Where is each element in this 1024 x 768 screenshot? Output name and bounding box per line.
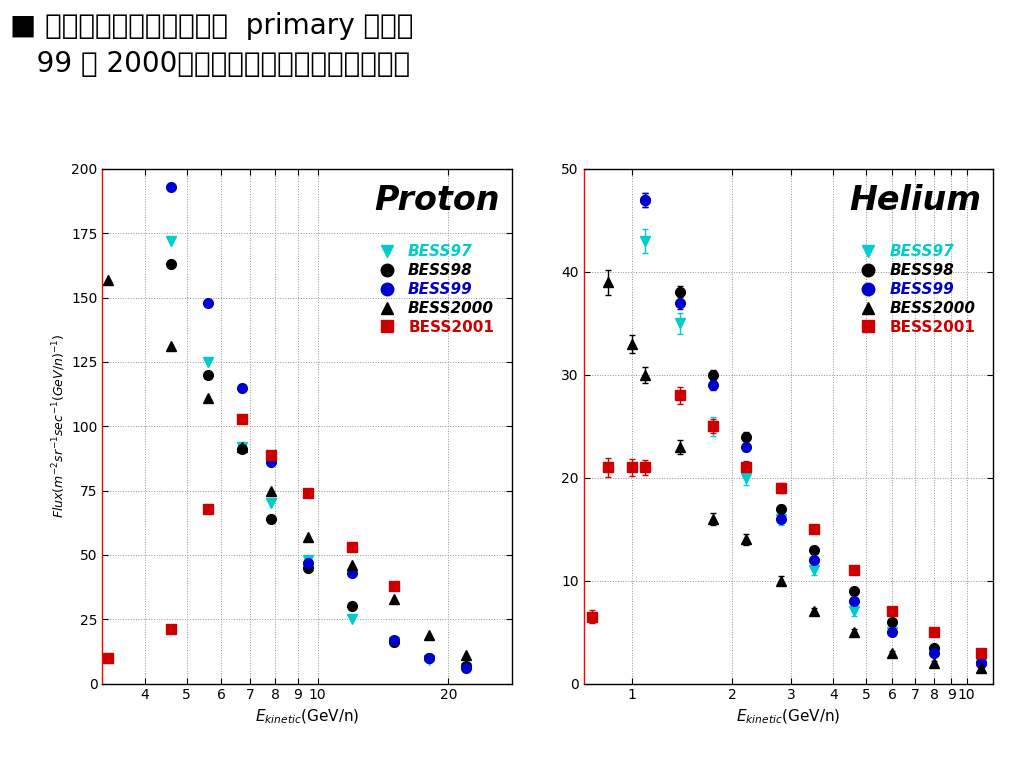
Legend: BESS97, BESS98, BESS99, BESS2000, BESS2001: BESS97, BESS98, BESS99, BESS2000, BESS20… (847, 238, 982, 341)
Legend: BESS97, BESS98, BESS99, BESS2000, BESS2001: BESS97, BESS98, BESS99, BESS2000, BESS20… (366, 238, 501, 341)
Text: Proton: Proton (374, 184, 500, 217)
Y-axis label: $Flux(m^{-2}sr^{-1}sec^{-1}(GeV/n)^{-1})$: $Flux(m^{-2}sr^{-1}sec^{-1}(GeV/n)^{-1})… (51, 334, 69, 518)
X-axis label: $E_{kinetic}$(GeV/n): $E_{kinetic}$(GeV/n) (255, 708, 359, 727)
Text: Helium: Helium (849, 184, 981, 217)
Text: 99 と 2000年の中間で、測定データは妚当: 99 と 2000年の中間で、測定データは妚当 (10, 50, 411, 78)
X-axis label: $E_{kinetic}$(GeV/n): $E_{kinetic}$(GeV/n) (736, 708, 841, 727)
Text: ■ 太陽活動から予想される  primary 流束は: ■ 太陽活動から予想される primary 流束は (10, 12, 414, 39)
